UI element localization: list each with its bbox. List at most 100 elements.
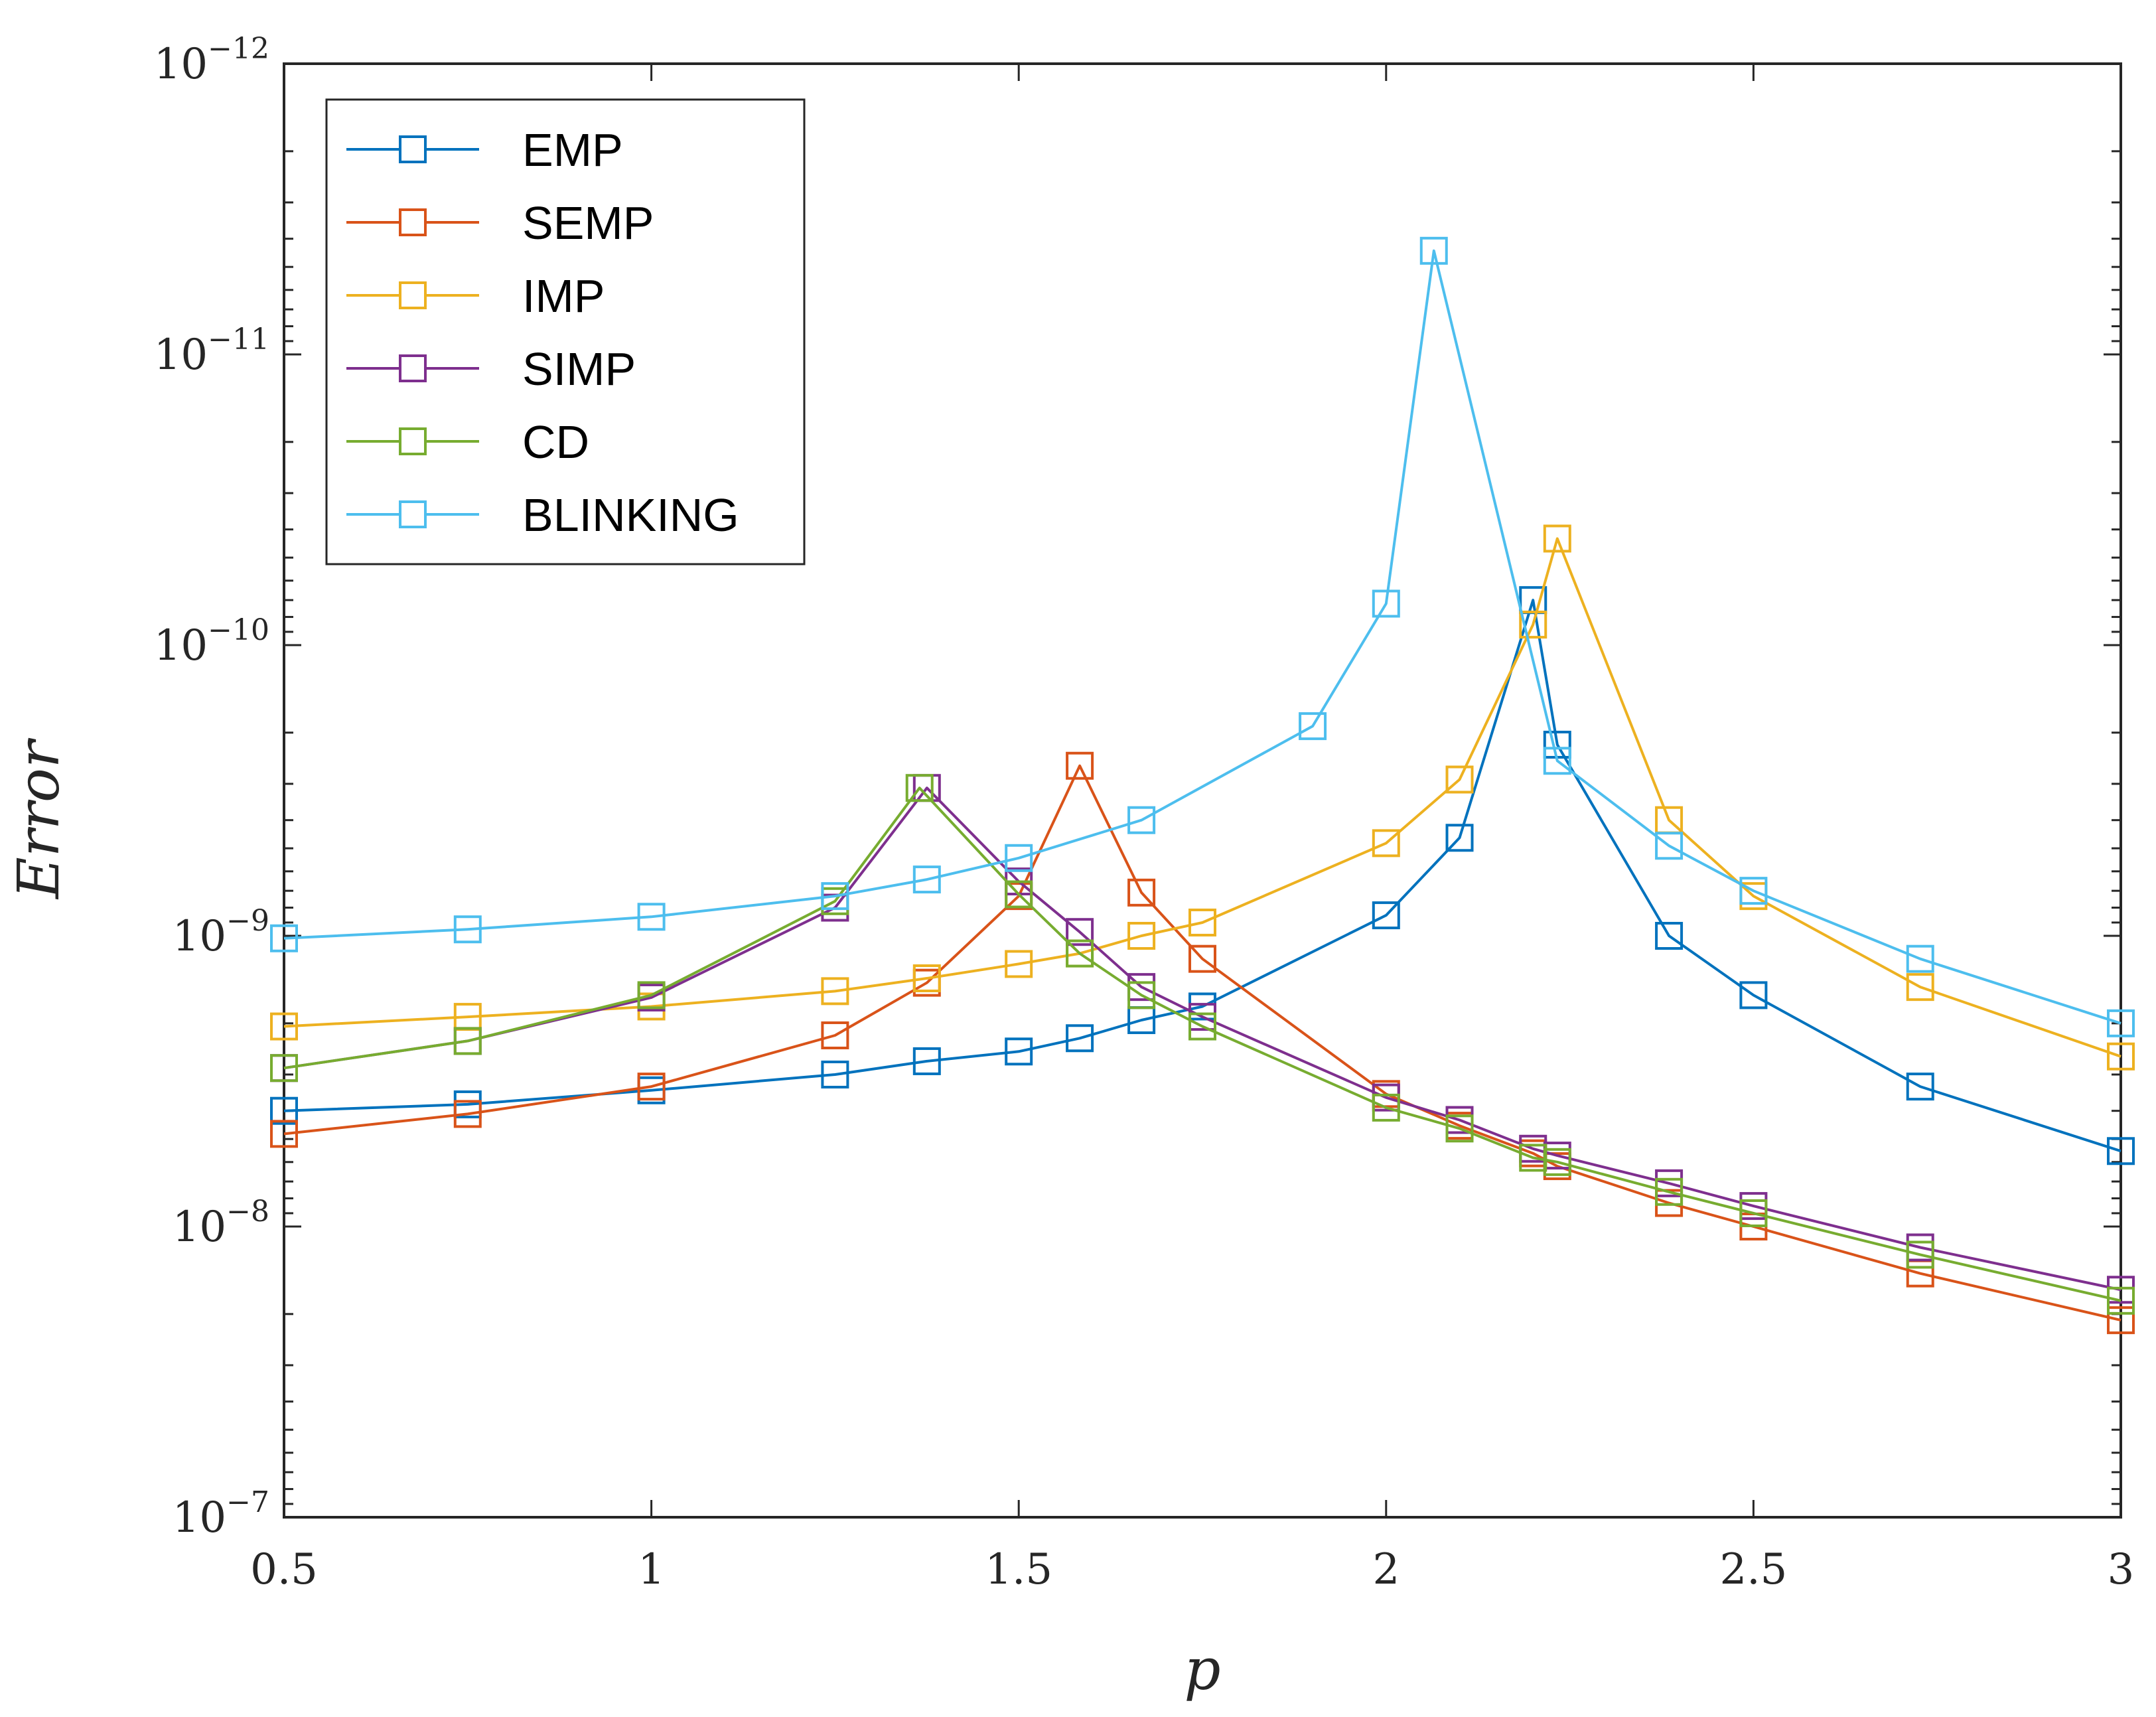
data-point-semp	[637, 1073, 666, 1101]
data-point-cd	[1066, 939, 1094, 968]
data-point-blinking	[1127, 806, 1156, 834]
data-point-blinking	[1655, 832, 1684, 860]
x-tick-label: 2	[1372, 1545, 1400, 1594]
data-point-imp	[1445, 765, 1474, 794]
axes-frame	[283, 62, 2122, 1519]
data-point-blinking	[1739, 877, 1768, 905]
data-point-semp	[1066, 751, 1094, 780]
data-point-semp	[2107, 1306, 2135, 1335]
series-line-imp	[283, 537, 2121, 1058]
data-point-cd	[1188, 1012, 1216, 1041]
data-point-emp	[270, 1096, 298, 1125]
data-point-emp	[2107, 1137, 2135, 1165]
data-point-cd	[1372, 1093, 1400, 1122]
y-tick-label: 10−9	[173, 904, 269, 961]
legend-item-emp: EMP	[346, 124, 623, 176]
data-point-cd	[1655, 1177, 1684, 1206]
data-point-emp	[1005, 1037, 1033, 1066]
data-point-blinking	[637, 903, 666, 931]
legend-marker	[399, 281, 427, 309]
data-point-imp	[821, 977, 849, 1006]
legend-label: EMP	[522, 124, 623, 176]
data-point-imp	[1543, 524, 1571, 553]
data-point-blinking	[1372, 589, 1400, 618]
data-point-blinking	[2107, 1009, 2135, 1037]
legend-item-blinking: BLINKING	[346, 489, 739, 541]
legend-label: SEMP	[522, 197, 654, 249]
series-line-semp	[283, 764, 2121, 1322]
data-point-semp	[270, 1120, 298, 1148]
series-line-blinking	[283, 249, 2121, 1025]
data-point-blinking	[821, 882, 849, 911]
y-tick-label: 10−12	[154, 32, 269, 89]
data-point-emp	[1445, 824, 1474, 852]
series-cd	[270, 774, 2135, 1315]
data-point-cd	[637, 981, 666, 1009]
axes: 10−12 10−11 10−10 10−9 10−8 10−70.5 1 1.5 2 2.5 3	[154, 32, 2135, 1594]
y-tick-label: 10−8	[173, 1195, 269, 1252]
data-point-cd	[1543, 1148, 1571, 1176]
y-tick-label: 10−10	[154, 613, 269, 670]
legend-item-cd: CD	[346, 416, 589, 468]
data-point-emp	[912, 1047, 941, 1075]
series-line-cd	[283, 786, 2121, 1302]
legend-marker	[399, 208, 427, 236]
legend-marker	[399, 427, 427, 455]
data-point-blinking	[1005, 844, 1033, 872]
y-tick-label: 10−7	[173, 1485, 269, 1542]
x-tick-label: 3	[2108, 1545, 2135, 1594]
x-tick-label: 2.5	[1720, 1545, 1788, 1594]
data-point-imp	[1188, 908, 1216, 936]
series-line-simp	[283, 786, 2121, 1292]
data-point-semp	[1127, 878, 1156, 907]
data-point-imp	[1372, 829, 1400, 858]
data-point-imp	[1906, 973, 1934, 1002]
legend-marker	[399, 500, 427, 528]
legend-marker	[399, 135, 427, 163]
data-point-emp	[1906, 1073, 1934, 1101]
data-point-emp	[1739, 981, 1768, 1009]
data-point-emp	[1372, 901, 1400, 930]
data-point-imp	[2107, 1042, 2135, 1071]
data-point-cd	[1739, 1199, 1768, 1227]
data-point-semp	[1188, 944, 1216, 973]
data-point-imp	[270, 1012, 298, 1041]
data-point-blinking	[270, 924, 298, 952]
x-axis-label: p	[1184, 1637, 1220, 1703]
data-point-cd	[1127, 981, 1156, 1009]
x-tick-label: 1	[638, 1545, 665, 1594]
data-point-blinking	[453, 915, 482, 944]
data-point-imp	[1519, 611, 1547, 639]
legend-box	[325, 98, 806, 565]
legend-item-semp: SEMP	[346, 197, 654, 249]
data-point-cd	[270, 1054, 298, 1082]
data-point-blinking	[1543, 747, 1571, 775]
legend: EMP SEMP IMP SIMP CD BLINKING	[325, 98, 806, 565]
data-point-imp	[1127, 922, 1156, 950]
data-point-blinking	[1419, 236, 1448, 265]
data-point-blinking	[912, 865, 941, 894]
legend-label: BLINKING	[522, 489, 739, 541]
legend-item-imp: IMP	[346, 270, 605, 322]
data-point-imp	[1005, 950, 1033, 978]
data-point-emp	[821, 1060, 849, 1088]
data-point-cd	[1005, 880, 1033, 909]
series-blinking	[270, 236, 2135, 1037]
data-point-emp	[1655, 922, 1684, 950]
y-axis-label: Error	[6, 737, 72, 900]
data-point-imp	[912, 964, 941, 993]
data-point-cd	[1906, 1240, 1934, 1269]
data-point-cd	[905, 774, 934, 802]
data-point-emp	[1066, 1024, 1094, 1053]
data-point-cd	[2107, 1286, 2135, 1315]
y-tick-label: 10−11	[154, 323, 269, 380]
data-point-semp	[453, 1100, 482, 1128]
data-point-cd	[1445, 1114, 1474, 1143]
series-semp	[270, 751, 2135, 1335]
series-layer	[270, 236, 2135, 1335]
legend-marker	[399, 354, 427, 382]
legend-label: SIMP	[522, 343, 636, 395]
legend-label: CD	[522, 416, 589, 468]
x-tick-label: 0.5	[250, 1545, 318, 1594]
